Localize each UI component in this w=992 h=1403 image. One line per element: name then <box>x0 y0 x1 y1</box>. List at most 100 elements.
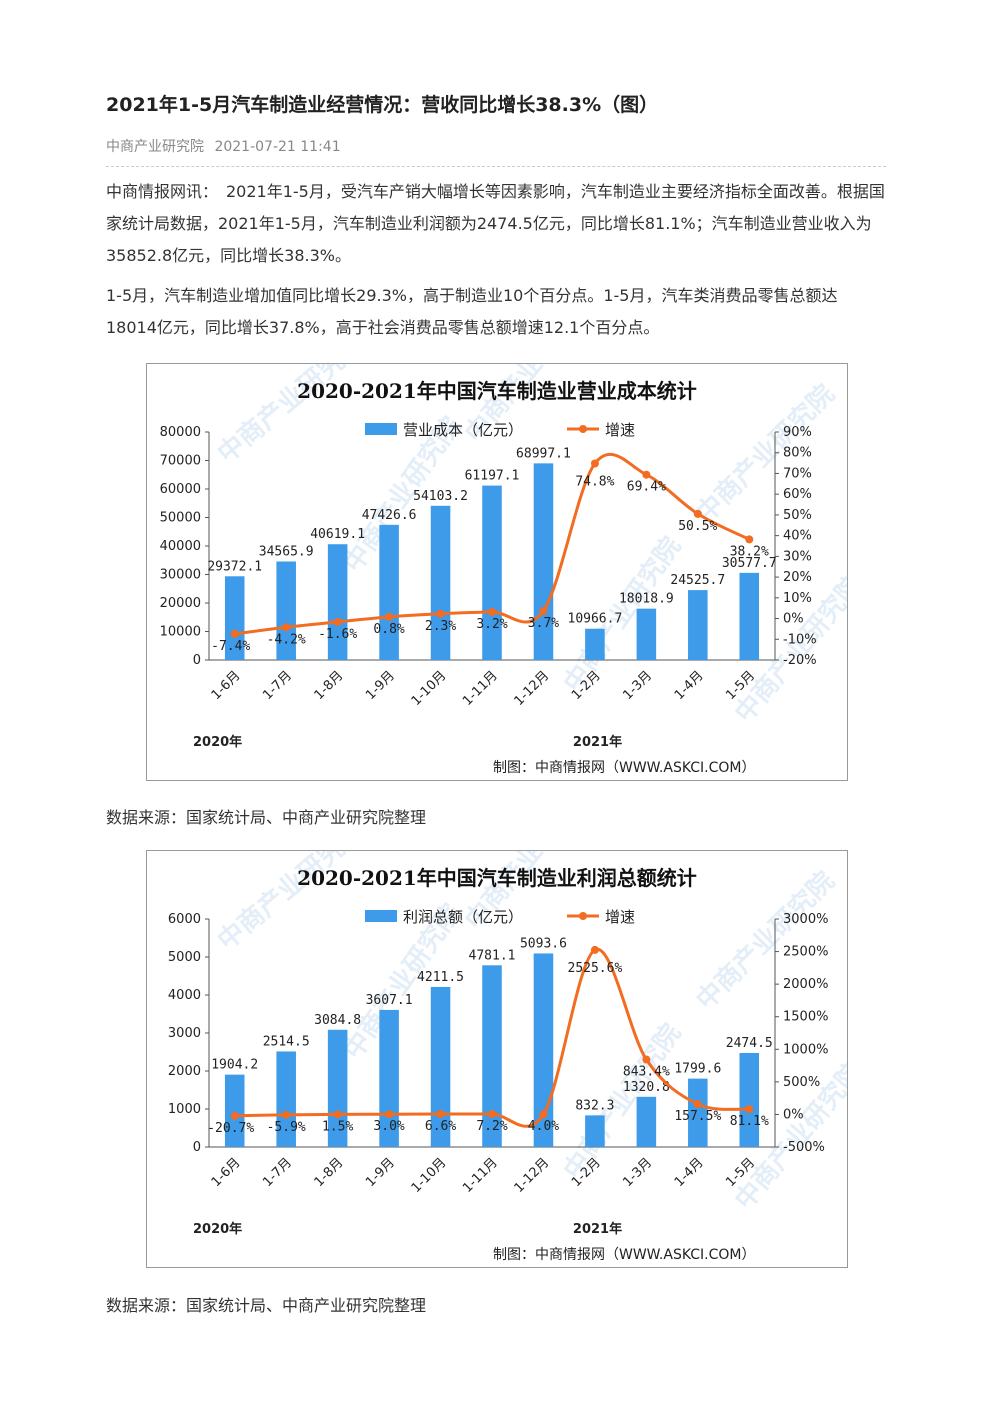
chart-figure-profit: 中商产业研究院 中商产业研究院 中商产业研究院 中商产业研究院 中商产业研究院 中商产业研… <box>146 850 848 1268</box>
category-label: 1-7月 <box>260 1155 295 1190</box>
bar-1 <box>224 576 245 660</box>
growth-point-7 <box>539 606 548 615</box>
growth-point-8 <box>590 945 599 954</box>
bar-value-label: 18018.9 <box>619 592 674 607</box>
bar-value-label: 68997.1 <box>516 446 571 461</box>
category-label: 1-4月 <box>672 1155 707 1190</box>
legend-label-bar: 利润总额（亿元） <box>403 908 523 926</box>
left-tick-label: 2000 <box>168 1064 201 1079</box>
legend-swatch-bar <box>365 910 397 922</box>
growth-point-3 <box>333 1110 342 1119</box>
growth-point-1 <box>230 629 239 638</box>
growth-point-9 <box>642 1055 651 1064</box>
bar-value-label: 2474.5 <box>726 1036 773 1051</box>
left-tick-label: 4000 <box>168 988 201 1003</box>
growth-point-9 <box>642 470 651 479</box>
bar-5 <box>430 505 451 660</box>
growth-value-label: 6.6% <box>425 1119 456 1134</box>
right-tick-label: 30% <box>783 549 812 564</box>
category-label: 1-12月 <box>512 1155 553 1196</box>
growth-value-label: 74.8% <box>575 475 614 490</box>
right-tick-label: 10% <box>783 591 812 606</box>
right-tick-label: 500% <box>783 1075 820 1090</box>
growth-point-1 <box>230 1111 239 1120</box>
paragraph-1: 中商情报网讯： 2021年1-5月，受汽车产销大幅增长等因素影响，汽车制造业主要… <box>106 182 885 265</box>
category-label: 1-11月 <box>460 668 501 709</box>
left-tick-label: 1000 <box>168 1102 201 1117</box>
bar-value-label: 3084.8 <box>314 1013 361 1028</box>
growth-value-label: -1.6% <box>318 627 357 642</box>
legend-label-bar: 营业成本（亿元） <box>403 421 523 439</box>
growth-value-label: 3.7% <box>528 616 559 631</box>
growth-value-label: 7.2% <box>476 1119 507 1134</box>
bar-7 <box>533 953 554 1147</box>
right-tick-label: 80% <box>783 446 812 461</box>
category-label: 1-3月 <box>620 668 655 703</box>
growth-point-11 <box>745 535 754 544</box>
category-label: 1-10月 <box>409 668 450 709</box>
right-tick-label: 20% <box>783 570 812 585</box>
right-tick-label: 3000% <box>783 912 828 927</box>
bar-value-label: 40619.1 <box>310 527 365 542</box>
year-label-2020: 2020年 <box>193 734 242 750</box>
right-tick-label: 2000% <box>783 977 828 992</box>
chart-source-caption-1: 数据来源：国家统计局、中商产业研究院整理 <box>106 808 427 827</box>
bar-value-label: 4781.1 <box>469 948 516 963</box>
right-tick-label: -10% <box>783 632 817 647</box>
right-tick-label: 0% <box>783 612 804 627</box>
bar-value-label: 61197.1 <box>465 469 520 484</box>
left-tick-label: 0 <box>193 1140 201 1155</box>
bar-5 <box>430 986 451 1147</box>
growth-value-label: -7.4% <box>211 639 250 654</box>
bar-8 <box>585 1115 605 1147</box>
growth-point-10 <box>693 1100 702 1109</box>
legend-swatch-bar <box>365 423 397 435</box>
growth-point-6 <box>488 607 496 616</box>
growth-value-label: 3.2% <box>476 617 507 632</box>
bar-value-label: 29372.1 <box>207 559 262 574</box>
left-tick-label: 50000 <box>160 511 201 526</box>
growth-point-2 <box>282 1110 291 1119</box>
growth-point-11 <box>745 1105 754 1114</box>
chart-title: 2020-2021年中国汽车制造业营业成本统计 <box>297 379 697 403</box>
bar-value-label: 5093.6 <box>520 936 567 951</box>
bar-9 <box>636 1096 657 1147</box>
bar-9 <box>636 608 657 660</box>
year-label-2021: 2021年 <box>573 734 622 750</box>
bar-2 <box>276 1051 296 1147</box>
bar-value-label: 1320.8 <box>623 1080 670 1095</box>
right-tick-label: 2500% <box>783 945 828 960</box>
bar-4 <box>379 524 399 660</box>
right-tick-label: 60% <box>783 487 812 502</box>
category-label: 1-7月 <box>260 668 295 703</box>
chart-figure-cost: 中商产业研究院 中商产业研究院 中商产业研究院 中商产业研究院 中商产业研究院 中商产业研… <box>146 363 848 781</box>
right-tick-label: 90% <box>783 425 812 440</box>
growth-point-7 <box>539 1110 548 1119</box>
left-tick-label: 6000 <box>168 912 201 927</box>
bar-value-label: 4211.5 <box>417 970 464 985</box>
growth-point-6 <box>488 1109 496 1118</box>
chart-cost: 中商产业研究院中商产业研究院中商产业研究院中商产业研究院中商产业研究院中商产业研… <box>160 364 847 776</box>
left-tick-label: 70000 <box>160 454 201 469</box>
bar-11 <box>739 572 760 660</box>
year-label-2021: 2021年 <box>573 1221 622 1237</box>
category-label: 1-8月 <box>312 668 347 703</box>
growth-value-label: 38.2% <box>730 544 769 559</box>
right-tick-label: -20% <box>783 653 817 668</box>
category-label: 1-4月 <box>672 668 707 703</box>
legend-label-line: 增速 <box>605 908 635 926</box>
growth-value-label: 3.0% <box>373 1119 404 1134</box>
growth-point-4 <box>385 1110 394 1119</box>
article-source[interactable]: 中商产业研究院 <box>106 139 204 155</box>
left-tick-label: 40000 <box>160 539 201 554</box>
paragraph-2: 1-5月，汽车制造业增加值同比增长29.3%，高于制造业10个百分点。1-5月，… <box>106 286 838 337</box>
chart-credit: 制图：中商情报网（WWW.ASKCI.COM） <box>493 760 755 776</box>
category-label: 1-10月 <box>409 1155 450 1196</box>
category-label: 1-12月 <box>512 668 553 709</box>
category-label: 1-11月 <box>460 1155 501 1196</box>
article-datetime: 2021-07-21 11:41 <box>214 139 341 155</box>
bar-value-label: 54103.2 <box>413 489 468 504</box>
growth-value-label: 1.5% <box>322 1119 353 1134</box>
growth-value-label: 2.3% <box>425 619 456 634</box>
left-tick-label: 20000 <box>160 596 201 611</box>
